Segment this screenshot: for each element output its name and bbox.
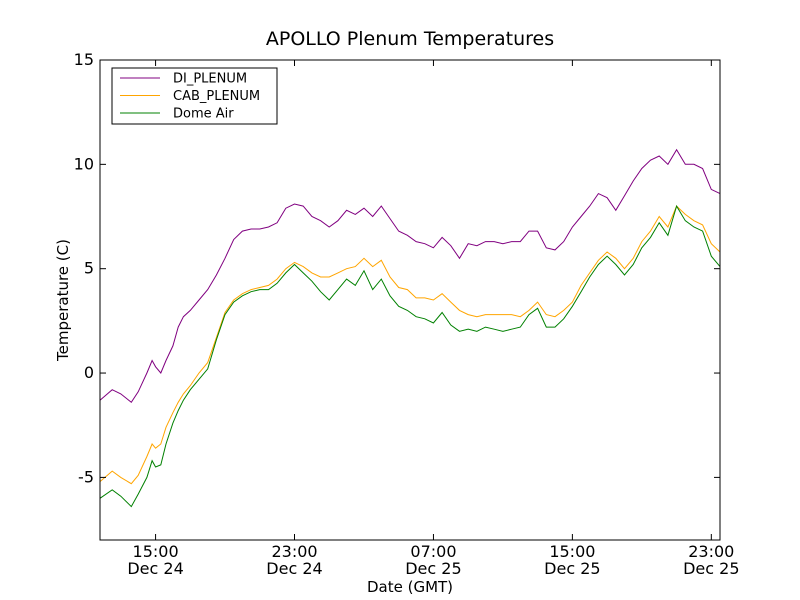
y-tick-label: -5 <box>78 467 94 486</box>
y-tick-label: 10 <box>74 154 94 173</box>
x-tick-label-time: 07:00 <box>410 542 456 561</box>
x-tick-label-time: 23:00 <box>688 542 734 561</box>
x-tick-label-date: Dec 25 <box>544 559 600 578</box>
x-axis-label: Date (GMT) <box>367 578 453 596</box>
x-tick-label-time: 23:00 <box>271 542 317 561</box>
legend-label: CAB_PLENUM <box>173 89 260 104</box>
legend: DI_PLENUM CAB_PLENUM Dome Air <box>111 67 278 125</box>
series-line-dome-air <box>99 204 721 508</box>
y-axis-label: Temperature (C) <box>54 239 72 362</box>
series-layer <box>99 148 721 508</box>
chart-title: APOLLO Plenum Temperatures <box>266 28 554 50</box>
x-tick-label-date: Dec 25 <box>683 559 739 578</box>
y-tick-label: 15 <box>74 50 94 69</box>
x-tick-label-date: Dec 25 <box>405 559 461 578</box>
y-tick-label: 5 <box>84 259 94 278</box>
series-line-cab-plenum <box>99 205 721 485</box>
x-tick-label-date: Dec 24 <box>266 559 322 578</box>
x-tick-label-date: Dec 24 <box>127 559 183 578</box>
legend-label: DI_PLENUM <box>173 72 247 87</box>
y-tick-label: 0 <box>84 363 94 382</box>
plot-frame <box>99 59 721 541</box>
legend-label: Dome Air <box>173 107 234 122</box>
x-tick-label-time: 15:00 <box>133 542 179 561</box>
x-tick-label-time: 15:00 <box>549 542 595 561</box>
series-line-di-plenum <box>99 148 721 404</box>
